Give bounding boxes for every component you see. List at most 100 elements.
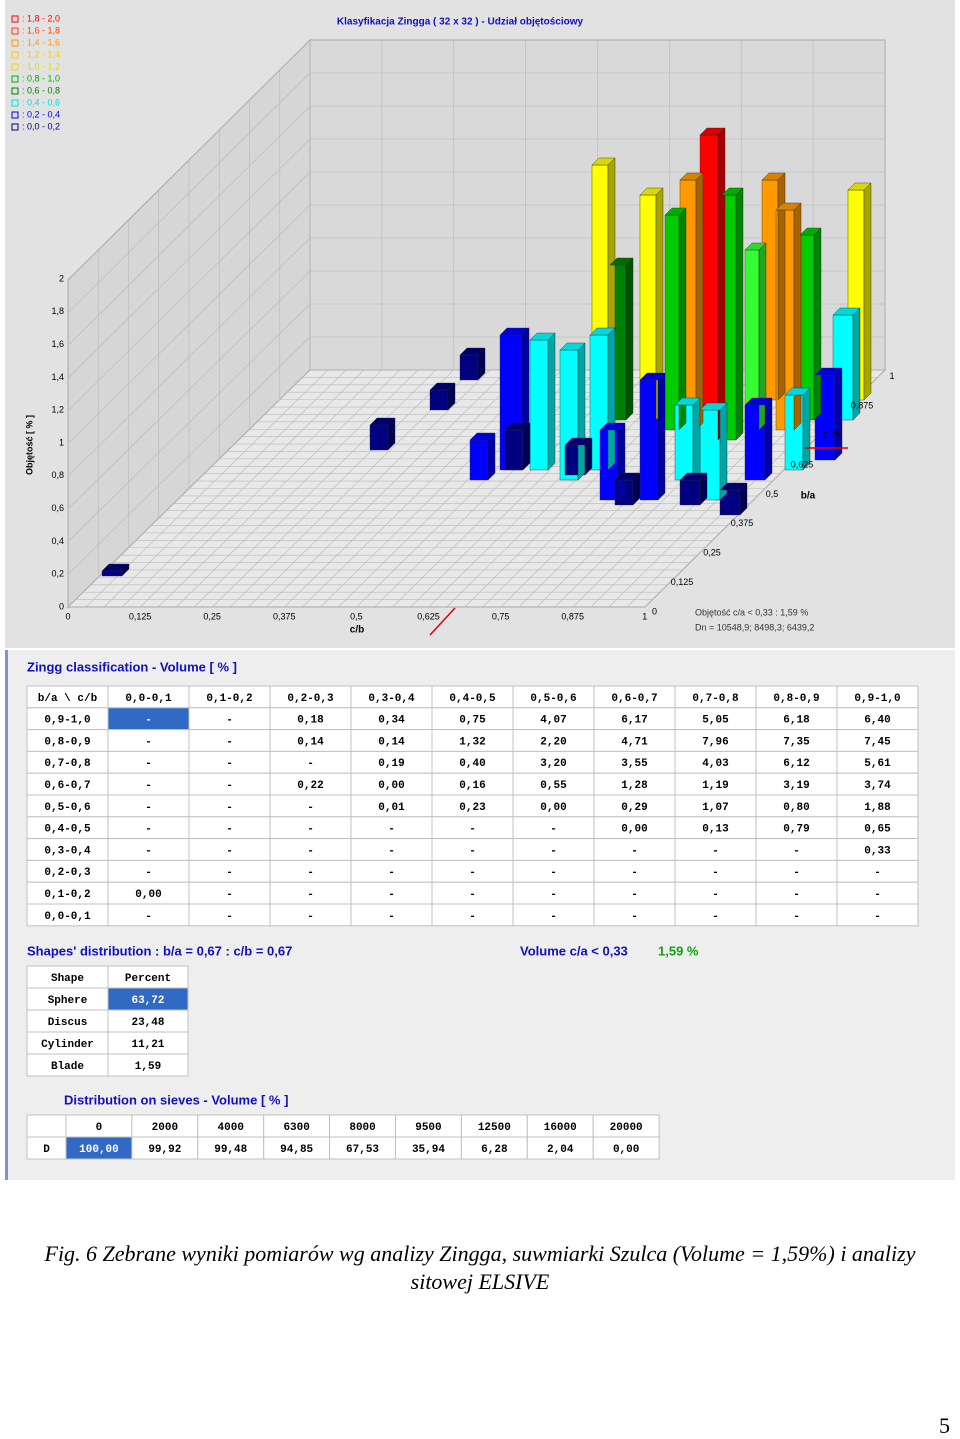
table-cell-text: 0,18 xyxy=(297,715,324,727)
table-cell-text: 0,00 xyxy=(378,780,404,792)
z-tick-label: 0,875 xyxy=(851,401,874,411)
table-cell-text: 23,48 xyxy=(131,1017,164,1029)
legend-swatch xyxy=(11,75,19,83)
legend-label: : 1,4 - 1,6 xyxy=(22,37,60,47)
table-cell-text: - xyxy=(469,889,476,901)
table-cell-text: - xyxy=(388,867,395,879)
table-cell-text: 6,28 xyxy=(481,1144,508,1156)
y-axis-label: Objętość [ % ] xyxy=(24,415,34,475)
bar-side xyxy=(577,342,586,481)
legend-swatch xyxy=(11,15,19,23)
table-cell-text: 0,16 xyxy=(459,780,485,792)
table-cell-text: 0,3-0,4 xyxy=(44,845,91,857)
table-header: 0,0-0,1 xyxy=(125,693,172,705)
table-cell-text: - xyxy=(226,867,233,879)
table-cell-text: 0,00 xyxy=(621,824,647,836)
bar-face xyxy=(101,570,123,577)
x-tick-label: 0,125 xyxy=(129,611,152,621)
table-cell-text: - xyxy=(307,758,314,770)
table-cell-text: - xyxy=(226,736,233,748)
bar-side xyxy=(625,257,634,421)
table-cell-text: - xyxy=(874,911,881,923)
table-cell-text: 0,14 xyxy=(297,736,324,748)
legend-swatch xyxy=(11,39,19,47)
table-cell-text: - xyxy=(388,824,395,836)
legend-label: : 0,6 - 0,8 xyxy=(22,85,60,95)
zingg-title: Zingg classification - Volume [ % ] xyxy=(27,659,237,674)
x-tick-label: 0,25 xyxy=(203,611,221,621)
bar-side xyxy=(522,422,531,471)
table-cell-text: - xyxy=(226,911,233,923)
table-cell-text: - xyxy=(712,867,719,879)
table-cell-text: 6,17 xyxy=(621,715,647,727)
y-tick-label: 1 xyxy=(59,437,64,447)
table-header: 2000 xyxy=(152,1122,178,1134)
table-cell-text: - xyxy=(631,889,638,901)
table-cell-text: 3,19 xyxy=(783,780,809,792)
table-cell-text: 0,34 xyxy=(378,715,405,727)
table-cell xyxy=(107,1053,189,1077)
shapes-summary: Shapes' distribution : b/a = 0,67 : c/b … xyxy=(27,943,292,958)
table-cell-text: 0,80 xyxy=(783,802,809,814)
table-cell-text: - xyxy=(469,845,476,857)
table-cell-text: - xyxy=(145,911,152,923)
x-axis-label: c/b xyxy=(350,625,364,636)
bar-face xyxy=(459,354,479,381)
z-tick-label: 0,125 xyxy=(671,577,694,587)
table-cell-text: - xyxy=(145,736,152,748)
table-cell-text: - xyxy=(793,867,800,879)
table-header: 0,2-0,3 xyxy=(287,693,334,705)
table-cell-text: 7,35 xyxy=(783,736,810,748)
bar-side xyxy=(777,172,786,401)
table-cell-text: 1,07 xyxy=(702,802,728,814)
table-cell-text: - xyxy=(712,845,719,857)
table-cell-text: 4,07 xyxy=(540,715,566,727)
table-cell-text: 94,85 xyxy=(280,1144,313,1156)
bar-side xyxy=(121,563,130,577)
bar-side xyxy=(735,187,744,441)
table-cell-text: 1,59 xyxy=(135,1061,161,1073)
table-cell-text: 4,03 xyxy=(702,758,729,770)
bar-side xyxy=(813,227,822,421)
table-cell-text: 0,79 xyxy=(783,824,809,836)
y-tick-label: 1,8 xyxy=(51,306,64,316)
table-header: 0,8-0,9 xyxy=(773,693,819,705)
legend-label: : 1,2 - 1,4 xyxy=(22,49,60,59)
legend-label: : 0,0 - 0,2 xyxy=(22,121,60,131)
bar-side xyxy=(584,437,593,476)
table-cell-text: - xyxy=(145,824,152,836)
table-cell xyxy=(26,1114,67,1138)
table-cell-text: 7,96 xyxy=(702,736,728,748)
table-cell-text: - xyxy=(145,867,152,879)
table-cell-text: 6,12 xyxy=(783,758,809,770)
legend-label: : 1,6 - 1,8 xyxy=(22,25,60,35)
table-cell-text: 0,75 xyxy=(459,715,486,727)
table-cell-text: 2,04 xyxy=(547,1144,574,1156)
note: Objętość c/a < 0,33 : 1,59 % xyxy=(695,607,808,617)
caption: sitowej ELSIVE xyxy=(411,1269,550,1294)
table-cell-text: - xyxy=(469,911,476,923)
table-header: 0,6-0,7 xyxy=(611,693,657,705)
table-cell-text: 0,33 xyxy=(864,845,891,857)
x-tick-label: 0,5 xyxy=(350,611,363,621)
table-cell-text: 35,94 xyxy=(412,1144,445,1156)
table-cell-text: 1,32 xyxy=(459,736,485,748)
bar-side xyxy=(477,347,486,381)
table-cell-text: 4,71 xyxy=(621,736,648,748)
table-header: 8000 xyxy=(349,1122,375,1134)
legend-label: : 1,0 - 1,2 xyxy=(22,61,60,71)
table-cell-text: 6,40 xyxy=(864,715,890,727)
x-tick-label: 0 xyxy=(65,611,70,621)
table-cell-text: - xyxy=(307,824,314,836)
table-cell-text: 0,00 xyxy=(613,1144,639,1156)
y-tick-label: 0,6 xyxy=(51,503,64,513)
marker-line xyxy=(429,607,456,636)
bars-3d xyxy=(101,127,872,577)
z-tick-label: 0 xyxy=(652,606,657,616)
y-tick-label: 0 xyxy=(59,601,64,611)
table-cell-text: 63,72 xyxy=(131,995,164,1007)
table-header: 16000 xyxy=(544,1122,577,1134)
table-cell-text: 0,9-1,0 xyxy=(44,715,90,727)
legend-swatch xyxy=(11,99,19,107)
